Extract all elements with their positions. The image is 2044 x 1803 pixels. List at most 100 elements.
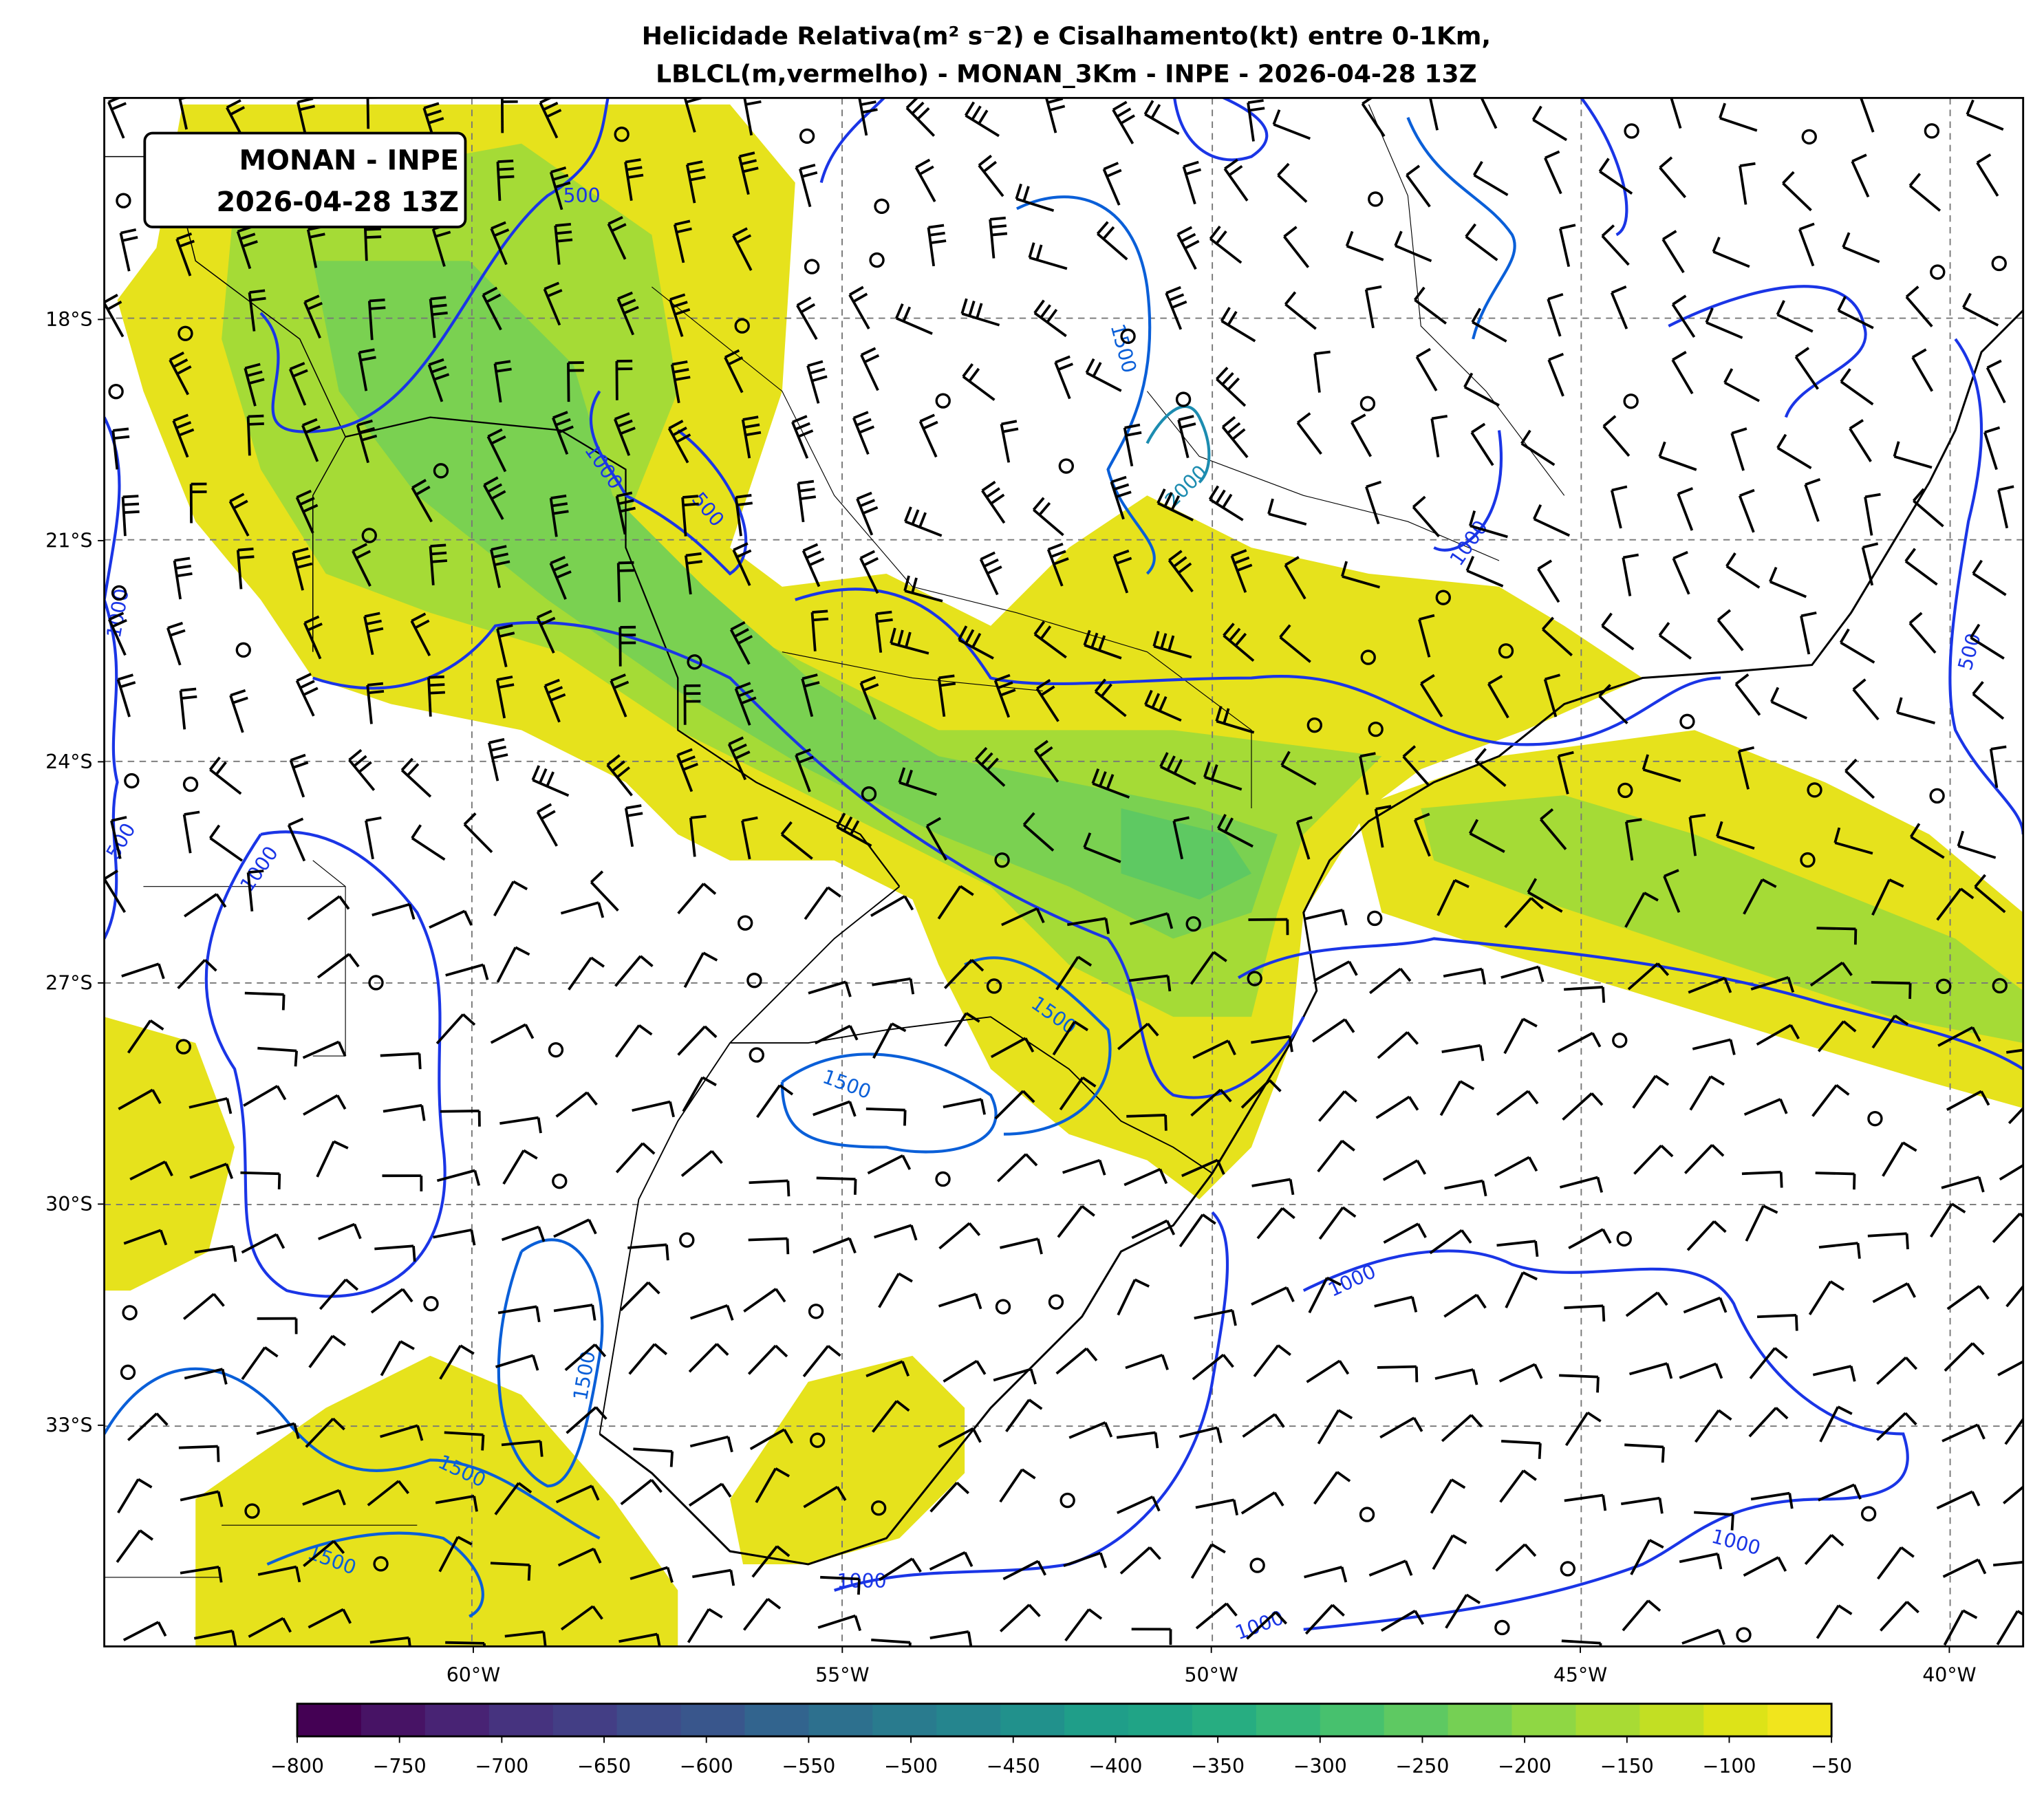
- wind-barb: [1725, 552, 1761, 589]
- wind-barb: [729, 620, 753, 665]
- wind-barb: [1055, 956, 1093, 991]
- wind-barb: [1812, 1365, 1856, 1382]
- wind-barb: [799, 163, 818, 208]
- wind-barb: [1601, 224, 1630, 266]
- wind-barb: [1096, 221, 1128, 261]
- shade-yellow-sw: [104, 1017, 235, 1291]
- contour-2000: [1145, 405, 1211, 484]
- contour-1000-south: [833, 1211, 1229, 1592]
- calm-wind-circle: [1924, 123, 1940, 139]
- wind-barb: [295, 489, 319, 534]
- y-axis-ticks: 18°S 21°S 24°S 27°S 30°S 33°S: [45, 308, 105, 1436]
- wind-barb: [1941, 1176, 1985, 1193]
- wind-barb: [1059, 1076, 1097, 1111]
- chart-title-line1: Helicidade Relativa(m² s⁻2) e Cisalhamen…: [642, 23, 1491, 51]
- wind-barb: [667, 420, 691, 464]
- wind-barb: [1495, 1543, 1537, 1572]
- colorbar-tick-label: −250: [1395, 1755, 1449, 1778]
- wind-barb: [1943, 1609, 1978, 1646]
- wind-barb: [1628, 1362, 1673, 1379]
- calm-wind-circle: [1930, 264, 1946, 280]
- wind-barb: [1937, 1026, 1981, 1047]
- calm-wind-circle: [552, 1173, 568, 1189]
- wind-barb: [308, 1608, 352, 1629]
- colorbar-segment: [1256, 1703, 1321, 1737]
- border-argentina: [599, 885, 900, 1434]
- contour-1500-mid: [964, 956, 1112, 1136]
- wind-barb: [116, 1529, 153, 1563]
- wind-barb: [1745, 1205, 1778, 1242]
- wind-barb: [1295, 816, 1313, 860]
- wind-barb: [1091, 768, 1130, 799]
- wind-barb: [180, 1490, 224, 1507]
- calm-wind-circle: [1807, 782, 1822, 798]
- calm-wind-circle: [1679, 713, 1695, 730]
- calm-wind-circle: [120, 1364, 136, 1381]
- calm-wind-circle: [122, 1305, 138, 1321]
- wind-barb: [685, 160, 706, 204]
- wind-barb: [724, 349, 744, 393]
- wind-barb: [1221, 415, 1249, 459]
- wind-barb: [1505, 1271, 1538, 1308]
- wind-barb: [1864, 493, 1881, 536]
- wind-barb: [1123, 423, 1142, 467]
- wind-barb: [1972, 681, 2005, 720]
- wind-barb: [615, 359, 633, 400]
- wind-barb: [687, 1608, 723, 1643]
- wind-barb: [795, 748, 814, 792]
- wind-barb: [1670, 98, 1682, 129]
- wind-barb: [256, 1422, 300, 1439]
- state-borders: [104, 104, 1565, 1578]
- wind-barb: [104, 870, 127, 914]
- calm-wind-circle: [1249, 1557, 1265, 1573]
- wind-barb: [1496, 1240, 1539, 1257]
- wind-barb: [677, 883, 717, 915]
- wind-barb: [1559, 1374, 1600, 1393]
- wind-barb: [243, 1085, 287, 1108]
- wind-barb: [738, 151, 759, 195]
- wind-barb: [380, 1424, 424, 1441]
- wind-barb: [1688, 977, 1732, 994]
- wind-barb: [1972, 559, 2007, 596]
- wind-barb: [501, 1225, 546, 1242]
- wind-barb: [872, 1022, 907, 1059]
- wind-barb: [305, 1417, 345, 1448]
- wind-barb: [553, 1304, 596, 1321]
- contour-1500-bottom: [266, 1531, 484, 1618]
- wind-barb: [1659, 156, 1687, 199]
- wind-barb: [1172, 816, 1190, 860]
- wind-barb: [1632, 1075, 1670, 1109]
- wind-barb: [555, 1091, 598, 1118]
- wind-barb: [302, 1489, 346, 1506]
- wind-barb: [1284, 291, 1317, 330]
- calm-wind-circle: [1359, 1507, 1375, 1522]
- wind-barb: [352, 543, 372, 587]
- wind-barb: [2002, 1485, 2023, 1504]
- calm-wind-circle: [1306, 717, 1322, 733]
- wind-barb: [433, 1229, 476, 1246]
- wind-barb: [248, 289, 266, 332]
- wind-barb: [303, 294, 323, 339]
- wind-barb: [1267, 498, 1307, 526]
- wind-barb: [618, 625, 636, 667]
- calm-wind-circle: [1623, 393, 1639, 409]
- colorbar-tick-label: −300: [1293, 1755, 1347, 1778]
- wind-barb: [382, 1174, 423, 1191]
- calm-wind-circle: [1247, 971, 1262, 986]
- wind-barb: [1658, 441, 1697, 471]
- wind-barb: [1280, 751, 1317, 786]
- wind-barb: [244, 991, 286, 1011]
- wind-barb: [1377, 1365, 1419, 1383]
- colorbar-segment: [424, 1703, 490, 1737]
- wind-barb: [1441, 1044, 1485, 1061]
- wind-barb: [1369, 967, 1412, 995]
- wind-barb: [1622, 1599, 1661, 1632]
- wind-barb: [246, 870, 264, 912]
- wind-barb: [999, 1468, 1036, 1503]
- colorbar-segment: [552, 1703, 618, 1737]
- wind-barb: [1251, 1035, 1293, 1052]
- wind-barb: [1679, 1552, 1723, 1570]
- wind-barb: [803, 1485, 847, 1509]
- wind-barb: [858, 98, 878, 136]
- wind-barb: [1500, 965, 1545, 982]
